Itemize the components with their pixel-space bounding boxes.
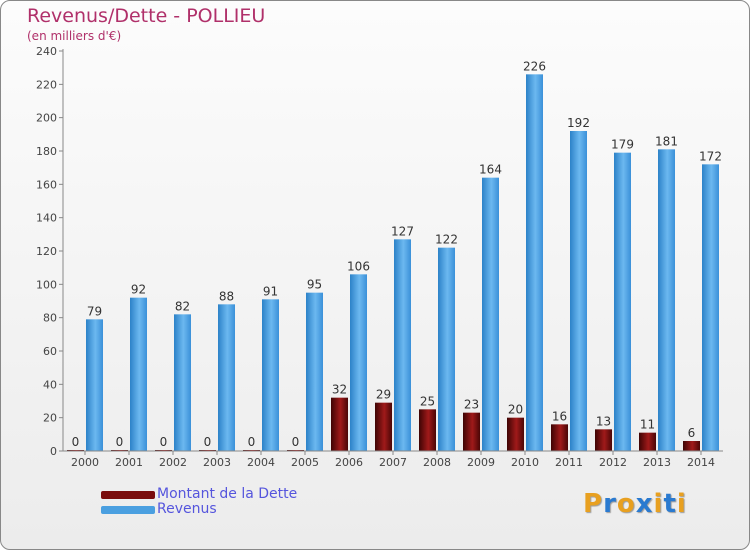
bar-revenue bbox=[702, 164, 719, 452]
data-label-revenue: 88 bbox=[219, 289, 234, 303]
y-tick-label: 220 bbox=[36, 78, 57, 91]
x-tick-label: 2009 bbox=[467, 456, 495, 469]
chart-title: Revenus/Dette - POLLIEU bbox=[27, 5, 266, 27]
bar-debt bbox=[551, 424, 568, 451]
bar-debt bbox=[595, 429, 612, 451]
data-label-debt: 0 bbox=[204, 435, 212, 449]
data-label-revenue: 82 bbox=[175, 299, 190, 313]
x-tick-label: 2008 bbox=[423, 456, 451, 469]
legend-label-revenue: Revenus bbox=[157, 501, 217, 517]
y-tick-label: 60 bbox=[43, 345, 57, 358]
data-label-revenue: 106 bbox=[347, 259, 370, 273]
bar-debt bbox=[507, 417, 524, 451]
data-label-debt: 0 bbox=[116, 435, 124, 449]
x-tick-label: 2014 bbox=[687, 456, 715, 469]
bar-revenue bbox=[218, 304, 235, 451]
data-label-revenue: 127 bbox=[391, 224, 414, 238]
bar-debt bbox=[375, 402, 392, 451]
data-label-debt: 0 bbox=[72, 435, 80, 449]
data-label-revenue: 192 bbox=[567, 116, 590, 130]
bar-debt bbox=[463, 412, 480, 451]
logo-letter: i bbox=[653, 489, 664, 519]
y-tick-label: 40 bbox=[43, 378, 57, 391]
bar-revenue bbox=[262, 299, 279, 451]
x-tick-label: 2004 bbox=[247, 456, 275, 469]
data-label-debt: 0 bbox=[248, 435, 256, 449]
data-label-debt: 16 bbox=[552, 409, 567, 423]
legend-label-debt: Montant de la Dette bbox=[157, 486, 298, 502]
y-tick-label: 80 bbox=[43, 312, 57, 325]
data-label-debt: 20 bbox=[508, 403, 523, 417]
data-label-debt: 23 bbox=[464, 398, 479, 412]
bar-revenue bbox=[306, 292, 323, 451]
legend-swatch-revenue bbox=[101, 506, 155, 514]
bar-debt bbox=[639, 432, 656, 451]
data-label-revenue: 179 bbox=[611, 138, 634, 152]
data-label-debt: 6 bbox=[688, 426, 696, 440]
data-label-revenue: 91 bbox=[263, 284, 278, 298]
proxiti-logo: Proxiti bbox=[583, 489, 687, 519]
bar-debt bbox=[331, 397, 348, 451]
x-tick-label: 2002 bbox=[159, 456, 187, 469]
data-label-revenue: 172 bbox=[699, 149, 722, 163]
bar-debt bbox=[419, 409, 436, 451]
x-tick-label: 2006 bbox=[335, 456, 363, 469]
x-tick-label: 2000 bbox=[71, 456, 99, 469]
chart-subtitle: (en milliers d'€) bbox=[27, 29, 122, 43]
data-label-debt: 0 bbox=[160, 435, 168, 449]
data-label-debt: 32 bbox=[332, 383, 347, 397]
bar-revenue bbox=[526, 74, 543, 451]
logo-letter: P bbox=[583, 489, 604, 519]
data-label-revenue: 79 bbox=[87, 304, 102, 318]
x-tick-label: 2012 bbox=[599, 456, 627, 469]
bar-revenue bbox=[438, 247, 455, 451]
data-label-revenue: 164 bbox=[479, 163, 502, 177]
x-tick-label: 2005 bbox=[291, 456, 319, 469]
x-tick-label: 2003 bbox=[203, 456, 231, 469]
bar-revenue bbox=[570, 131, 587, 451]
logo-letter: r bbox=[603, 489, 617, 519]
y-tick-label: 140 bbox=[36, 212, 57, 225]
bar-revenue bbox=[394, 239, 411, 451]
bar-revenue bbox=[174, 314, 191, 451]
y-tick-label: 160 bbox=[36, 178, 57, 191]
data-label-revenue: 226 bbox=[523, 59, 546, 73]
data-label-debt: 0 bbox=[292, 435, 300, 449]
data-label-revenue: 95 bbox=[307, 278, 322, 292]
bar-revenue bbox=[86, 319, 103, 451]
bar-debt bbox=[683, 441, 700, 451]
x-tick-label: 2013 bbox=[643, 456, 671, 469]
logo-letter: t bbox=[663, 489, 677, 519]
y-tick-label: 0 bbox=[50, 445, 57, 458]
data-label-debt: 13 bbox=[596, 414, 611, 428]
legend-swatch-debt bbox=[101, 491, 155, 499]
data-label-revenue: 92 bbox=[131, 283, 146, 297]
bar-revenue bbox=[614, 152, 631, 451]
data-label-revenue: 181 bbox=[655, 134, 678, 148]
y-tick-label: 240 bbox=[36, 45, 57, 58]
bar-revenue bbox=[482, 177, 499, 451]
data-label-debt: 11 bbox=[640, 418, 655, 432]
logo-letter: i bbox=[676, 489, 687, 519]
data-label-debt: 25 bbox=[420, 394, 435, 408]
y-tick-label: 120 bbox=[36, 245, 57, 258]
bar-revenue bbox=[350, 274, 367, 451]
logo-letter: o bbox=[616, 489, 636, 519]
y-tick-label: 20 bbox=[43, 412, 57, 425]
x-tick-label: 2001 bbox=[115, 456, 143, 469]
x-tick-label: 2010 bbox=[511, 456, 539, 469]
logo-letter: x bbox=[635, 489, 654, 519]
x-tick-label: 2007 bbox=[379, 456, 407, 469]
data-label-debt: 29 bbox=[376, 388, 391, 402]
data-label-revenue: 122 bbox=[435, 233, 458, 247]
bar-revenue bbox=[658, 149, 675, 452]
x-tick-label: 2011 bbox=[555, 456, 583, 469]
y-tick-label: 200 bbox=[36, 112, 57, 125]
bar-revenue bbox=[130, 297, 147, 451]
y-tick-label: 100 bbox=[36, 278, 57, 291]
y-tick-label: 180 bbox=[36, 145, 57, 158]
